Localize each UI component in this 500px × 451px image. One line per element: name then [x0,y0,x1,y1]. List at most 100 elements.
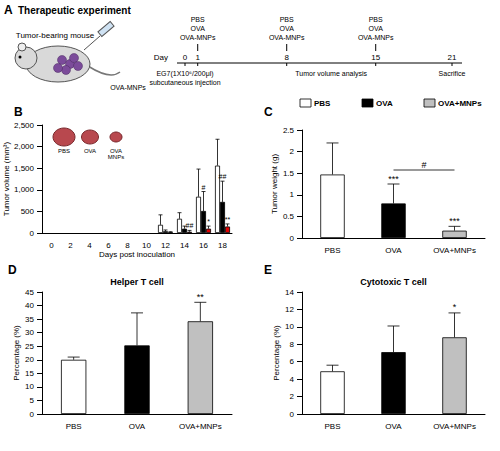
svg-text:1,500: 1,500 [14,164,35,173]
svg-text:OVA: OVA [191,25,206,32]
svg-text:Tumor-bearing mouse: Tumor-bearing mouse [16,31,95,40]
svg-text:1.5: 1.5 [283,169,295,178]
svg-text:8: 8 [284,53,289,62]
svg-text:15: 15 [371,53,380,62]
svg-text:8: 8 [125,241,130,250]
svg-text:OVA: OVA [376,99,393,108]
svg-text:15: 15 [25,369,34,378]
svg-text:**: ** [197,292,205,302]
svg-text:Percentage (%): Percentage (%) [272,325,281,381]
svg-text:25: 25 [25,342,34,351]
svg-text:OVA: OVA [129,422,146,431]
svg-text:*: * [453,302,457,312]
svg-text:EG7(1X10⁶/200μl): EG7(1X10⁶/200μl) [156,70,213,78]
svg-text:OVA+MNPs: OVA+MNPs [433,422,476,431]
svg-text:OVA: OVA [385,422,402,431]
svg-text:Tumor volume analysis: Tumor volume analysis [295,70,367,78]
svg-text:14: 14 [285,288,294,297]
svg-text:OVA: OVA [385,246,402,255]
svg-text:0: 0 [30,229,35,238]
svg-text:C: C [264,105,273,119]
svg-text:Therapeutic experiment: Therapeutic experiment [18,5,131,16]
svg-text:E: E [264,263,272,277]
svg-text:2: 2 [290,147,295,156]
svg-text:10: 10 [142,241,151,250]
svg-text:**: ** [225,216,231,223]
svg-text:Cytotoxic T cell: Cytotoxic T cell [360,277,427,287]
svg-text:10: 10 [285,322,294,331]
svg-text:PBS: PBS [280,16,294,23]
svg-text:35: 35 [25,315,34,324]
svg-text:4: 4 [87,241,92,250]
svg-text:6: 6 [106,241,111,250]
svg-text:30: 30 [25,328,34,337]
svg-text:PBS: PBS [66,422,82,431]
svg-text:B: B [14,105,23,119]
svg-text:1,000: 1,000 [14,185,35,194]
svg-text:OVA-MNPs: OVA-MNPs [269,34,305,41]
svg-text:D: D [8,263,17,277]
svg-text:##: ## [219,173,227,180]
svg-text:0.5: 0.5 [283,212,295,221]
svg-text:12: 12 [285,305,294,314]
svg-text:Day: Day [154,53,168,62]
svg-text:2,500: 2,500 [14,121,35,130]
svg-text:***: *** [449,216,460,226]
svg-text:2: 2 [290,392,295,401]
svg-text:0: 0 [30,410,35,419]
svg-text:0: 0 [290,410,295,419]
svg-text:PBS: PBS [324,246,340,255]
svg-text:2.5: 2.5 [283,126,295,135]
svg-text:***: *** [388,174,399,184]
svg-text:18: 18 [218,241,227,250]
svg-text:16: 16 [199,241,208,250]
svg-text:21: 21 [448,53,457,62]
svg-text:45: 45 [25,288,34,297]
svg-text:OVA+MNPs: OVA+MNPs [438,99,482,108]
svg-text:1: 1 [195,53,200,62]
svg-text:Sacrifice: Sacrifice [439,70,466,77]
svg-text:2,000: 2,000 [14,142,35,151]
svg-text:subcutaneous injection: subcutaneous injection [149,79,220,87]
svg-text:Days post inoculation: Days post inoculation [99,250,175,259]
svg-text:6: 6 [290,357,295,366]
svg-text:OVA: OVA [109,148,123,154]
svg-text:5: 5 [30,396,35,405]
svg-text:PBS: PBS [314,99,331,108]
svg-text:OVA-MNPs: OVA-MNPs [358,34,394,41]
svg-text:10: 10 [25,382,34,391]
svg-text:OVA: OVA [369,25,384,32]
svg-text:#: # [421,160,426,170]
svg-text:14: 14 [180,241,189,250]
svg-text:Tumor weight (g): Tumor weight (g) [270,154,279,215]
svg-text:OVA+MNPs: OVA+MNPs [179,422,222,431]
svg-text:20: 20 [25,355,34,364]
svg-text:Tumor volume (mm³): Tumor volume (mm³) [2,141,11,216]
svg-text:4: 4 [290,375,295,384]
svg-text:PBS: PBS [324,422,340,431]
svg-text:1: 1 [290,190,295,199]
svg-text:A: A [4,3,13,17]
svg-text:##: ## [186,222,194,229]
svg-text:OVA+MNPs: OVA+MNPs [433,246,476,255]
svg-text:*: * [207,218,210,225]
svg-text:Helper T cell: Helper T cell [110,277,164,287]
svg-text:MNPs: MNPs [108,154,124,160]
svg-text:PBS: PBS [369,16,383,23]
svg-text:OVA: OVA [84,148,96,154]
svg-text:2: 2 [68,241,73,250]
svg-text:#: # [202,184,206,191]
svg-text:OVA: OVA [280,25,295,32]
svg-text:Percentage (%): Percentage (%) [12,325,21,381]
svg-text:PBS: PBS [191,16,205,23]
svg-text:0: 0 [290,234,295,243]
svg-text:500: 500 [21,207,35,216]
svg-text:40: 40 [25,301,34,310]
svg-text:PBS: PBS [58,148,70,154]
svg-text:8: 8 [290,340,295,349]
svg-text:0: 0 [183,53,188,62]
svg-text:OVA-MNPs: OVA-MNPs [180,34,216,41]
svg-text:OVA-MNPs: OVA-MNPs [110,84,146,91]
svg-text:12: 12 [161,241,170,250]
svg-text:0: 0 [49,241,54,250]
